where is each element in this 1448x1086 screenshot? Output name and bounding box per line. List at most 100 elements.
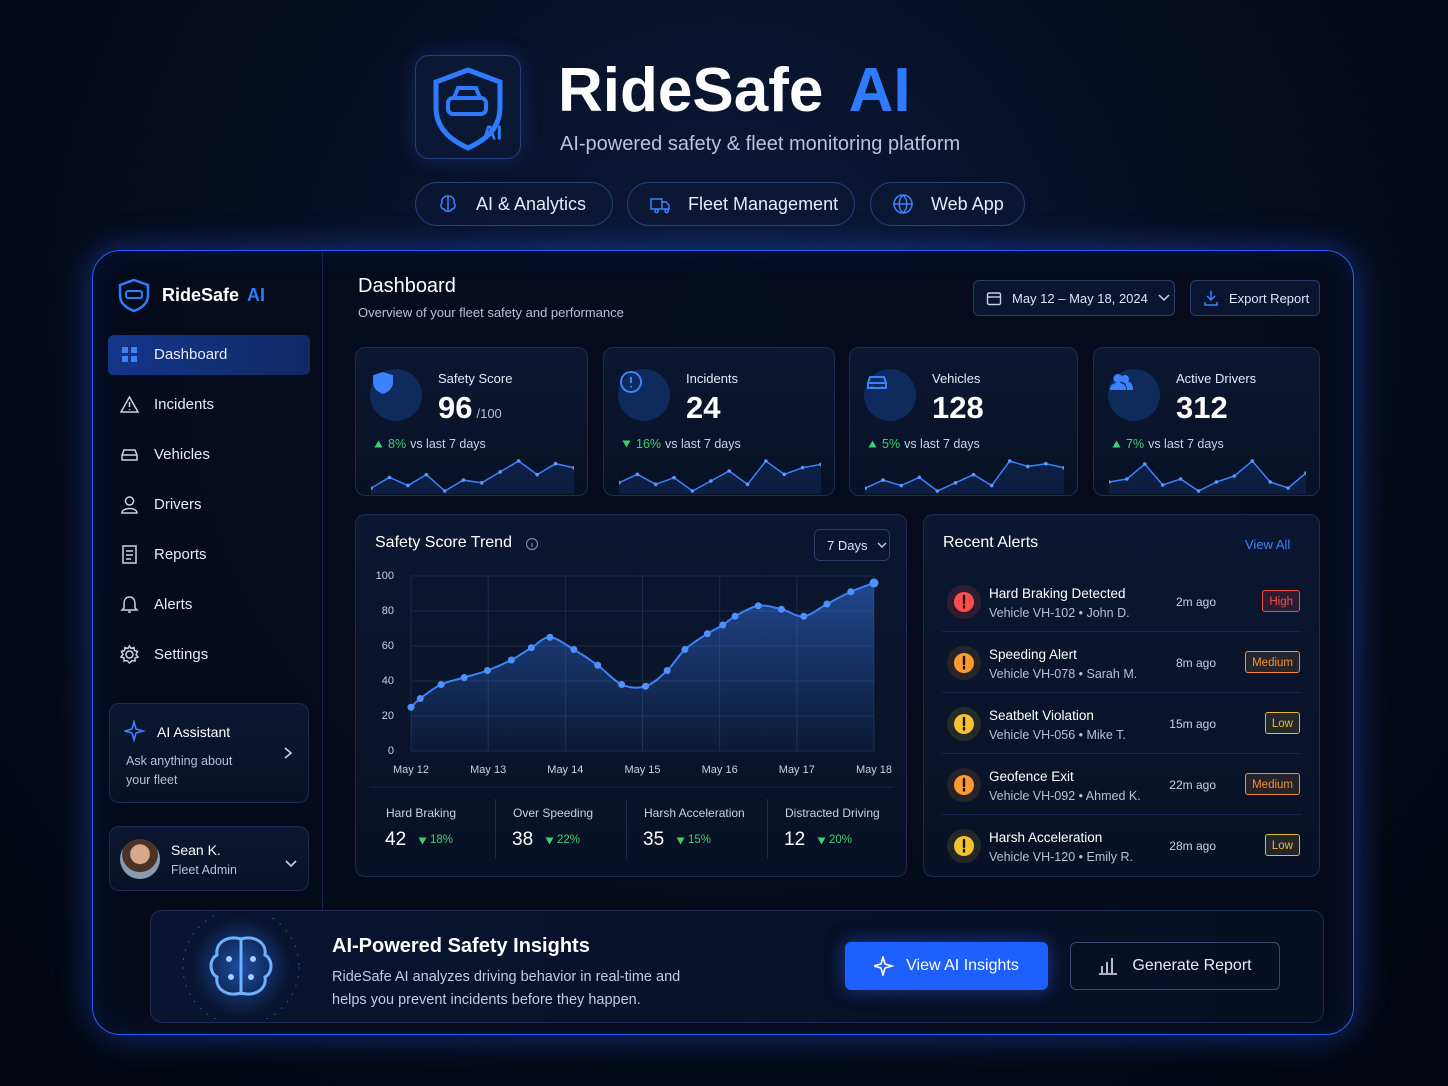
sparkline-point: [1232, 474, 1237, 478]
alert-row[interactable]: Seatbelt Violation Vehicle VH-056 • Mike …: [942, 693, 1302, 754]
nav-label: Dashboard: [154, 346, 228, 363]
sidebar-logo-icon: [118, 278, 150, 313]
date-picker[interactable]: May 12 – May 18, 2024: [973, 280, 1175, 316]
nav-icon: [122, 545, 137, 564]
nav-item[interactable]: Alerts: [108, 585, 310, 625]
tag-label: Fleet Management: [688, 193, 839, 214]
sparkline-point: [1044, 461, 1048, 466]
tag-pill[interactable]: Web App: [870, 182, 1025, 226]
tag-pill[interactable]: AI & Analytics: [415, 182, 613, 226]
icon-shape: [122, 545, 137, 564]
kpi-change: 16% vs last 7 days: [636, 437, 741, 451]
x-tick-label: May 17: [779, 764, 815, 776]
nav-item[interactable]: Incidents: [108, 385, 310, 425]
y-tick-label: 0: [388, 745, 394, 757]
sparkline-point: [1125, 477, 1129, 481]
tag-icon: [650, 198, 670, 214]
view-insights-button[interactable]: View AI Insights: [845, 942, 1048, 990]
sparkline-point: [709, 479, 713, 483]
kpi-icon: [864, 369, 916, 421]
sparkline-point: [387, 475, 392, 480]
view-all-link[interactable]: View All: [1245, 537, 1291, 552]
sparkline-point: [935, 489, 940, 493]
insights-banner: AI-Powered Safety Insights RideSafe AI a…: [150, 910, 1324, 1023]
sparkline-point: [971, 472, 976, 477]
alert-title: Hard Braking Detected: [989, 586, 1126, 601]
arrow-shape: [817, 837, 826, 845]
sparkline-line: [371, 460, 574, 492]
sparkline-point: [535, 472, 539, 477]
nav-item[interactable]: Reports: [108, 535, 310, 575]
user-name: Sean K.: [171, 842, 221, 858]
stat-change: 15%: [688, 834, 712, 846]
trend-point: [407, 703, 415, 711]
sparkline-point: [461, 478, 466, 482]
generate-report-button[interactable]: Generate Report: [1070, 942, 1280, 990]
icon-bg: [618, 369, 670, 421]
nav-item[interactable]: Settings: [108, 635, 310, 675]
trend-title: Safety Score Trend: [375, 534, 512, 551]
sparkline-point: [764, 459, 768, 463]
chevron-down: [285, 860, 297, 868]
stat-label: Distracted Driving: [785, 806, 880, 820]
alert-time: 8m ago: [1175, 656, 1216, 670]
trend-point: [719, 621, 727, 629]
nav-item[interactable]: Drivers: [108, 485, 310, 525]
alert-row[interactable]: Hard Braking Detected Vehicle VH-102 • Jo…: [942, 571, 1302, 632]
kpi-label: Active Drivers: [1176, 371, 1257, 386]
sparkline-area: [619, 461, 821, 494]
kpi-unit: /100: [476, 406, 502, 421]
tag-pill[interactable]: Fleet Management: [627, 182, 855, 226]
y-tick-label: 100: [376, 570, 394, 582]
stat-value: 12: [784, 829, 806, 850]
icon-shape: [440, 195, 456, 212]
kpi-change-note: vs last 7 days: [665, 437, 741, 451]
kpi-change-note: vs last 7 days: [1148, 437, 1224, 451]
alert-row[interactable]: Speeding Alert Vehicle VH-078 • Sarah M. 8…: [942, 632, 1302, 693]
trend-point: [754, 602, 762, 610]
alert-severity: Medium: [1245, 651, 1300, 673]
kpi-label: Vehicles: [932, 371, 981, 386]
alert-row[interactable]: Geofence Exit Vehicle VH-092 • Ahmed K. 22…: [942, 754, 1302, 815]
sparkline-line: [619, 459, 821, 492]
icon-shape: [867, 376, 887, 389]
sparkline-point: [479, 481, 484, 485]
assistant-text: Ask anything about your fleet: [126, 754, 233, 787]
trend-arrow: [622, 440, 631, 448]
kpi-value: 312: [1176, 390, 1228, 425]
kpi-change-note: vs last 7 days: [410, 437, 486, 451]
nav-label: Vehicles: [154, 446, 210, 463]
export-button[interactable]: Export Report: [1190, 280, 1320, 316]
alerts-card: Recent Alerts View All Hard Braking Dete…: [923, 514, 1320, 877]
alert-icon: [947, 646, 981, 680]
sparkline-area: [371, 461, 574, 494]
assistant-card[interactable]: AI Assistant Ask anything about your fle…: [109, 703, 309, 803]
alert-row[interactable]: Harsh Acceleration Vehicle VH-120 • Emily…: [942, 815, 1302, 876]
title-text: RideSafe: [558, 56, 824, 125]
kpi-value-row: 128: [932, 390, 984, 426]
sparkline-point: [1268, 480, 1272, 484]
kpi-value-row: 96/100: [438, 390, 502, 426]
sparkline-point: [989, 483, 994, 488]
trend-point: [703, 630, 711, 638]
kpi-value: 24: [686, 390, 721, 425]
trend-point: [642, 682, 650, 690]
sparkline-point: [881, 478, 885, 482]
kpi-change: 5% vs last 7 days: [882, 437, 980, 451]
y-tick-label: 60: [382, 640, 394, 652]
sparkline-point: [1286, 486, 1290, 490]
period-select[interactable]: 7 Days: [814, 529, 890, 561]
nav-item[interactable]: Dashboard: [108, 335, 310, 375]
user-card[interactable]: Sean K. Fleet Admin: [109, 826, 309, 891]
sparkline-point: [1026, 464, 1030, 469]
icon-shape: [120, 395, 140, 413]
trend-arrow: [418, 837, 427, 845]
sparkline-point: [1304, 471, 1306, 475]
kpi-card: Safety Score 96/100 8% vs last 7 days: [355, 347, 588, 496]
sparkline-point: [553, 461, 558, 466]
nav-item[interactable]: Vehicles: [108, 435, 310, 475]
trend-point: [663, 667, 671, 674]
trend-point: [594, 661, 602, 669]
sparkline: [619, 459, 821, 494]
